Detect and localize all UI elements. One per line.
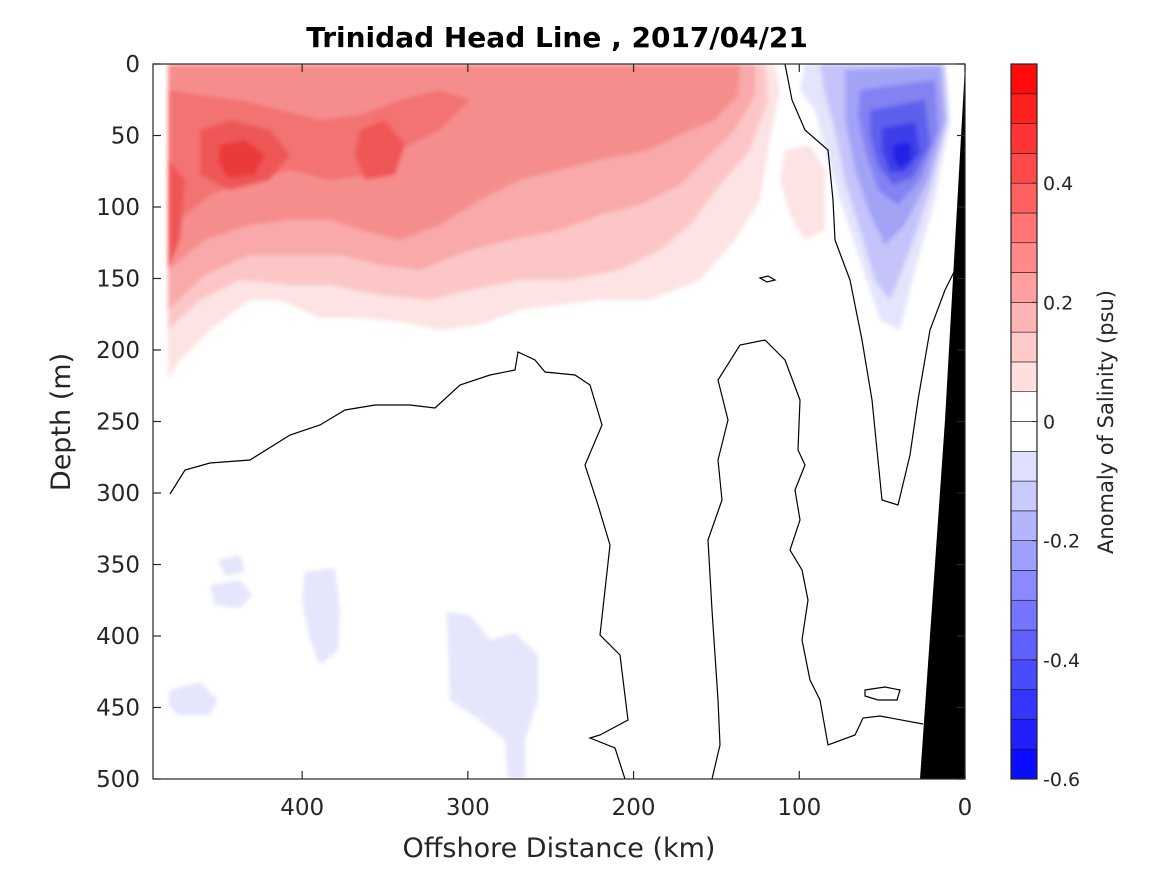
axis-ticks: 400 300 200 100 0 0 50 100 150 200 250 300 350 400 450…	[96, 52, 972, 821]
colorbar-band	[1010, 450, 1038, 482]
x-axis-label: Offshore Distance (km)	[403, 833, 716, 864]
colorbar-band	[1010, 93, 1038, 124]
x-tick-label: 100	[777, 795, 821, 821]
chart-title: Trinidad Head Line , 2017/04/21	[306, 21, 808, 54]
colorbar-band	[1010, 272, 1038, 303]
zero-contour-small-1	[758, 275, 777, 283]
colorbar-band	[1010, 629, 1038, 661]
colorbar-band	[1010, 302, 1038, 333]
colorbar-band	[1010, 63, 1038, 95]
positive-anomaly-region	[168, 64, 780, 380]
colorbar-band	[1010, 182, 1038, 214]
zero-contour-small-2	[864, 686, 901, 701]
x-tick-label: 0	[958, 795, 973, 821]
x-tick-label: 300	[446, 795, 490, 821]
deep-patch-1	[218, 555, 245, 576]
colorbar-band	[1010, 599, 1038, 631]
x-tick-label: 400	[280, 795, 324, 821]
colorbar-band	[1010, 212, 1038, 244]
colorbar-band	[1010, 391, 1038, 422]
y-tick-label: 300	[96, 481, 140, 507]
colorbar: 0.4 0.2 0 -0.2 -0.4 -0.6	[1010, 63, 1080, 791]
y-tick-label: 100	[96, 195, 140, 221]
zero-contours	[169, 64, 956, 779]
deep-patch-3	[302, 568, 340, 665]
negative-anomaly-core	[800, 64, 950, 330]
colorbar-band	[1010, 123, 1038, 154]
contour-fill-pos-patch	[780, 145, 825, 240]
colorbar-tick-label: -0.4	[1043, 650, 1080, 672]
colorbar-tick-label: -0.2	[1043, 531, 1080, 553]
colorbar-label: Anomaly of Salinity (psu)	[1094, 290, 1118, 554]
colorbar-tick-label: 0.4	[1043, 173, 1073, 195]
colorbar-band	[1010, 331, 1038, 363]
bathymetry	[920, 66, 965, 779]
y-tick-label: 150	[96, 267, 140, 293]
y-tick-label: 350	[96, 553, 140, 579]
colorbar-band	[1010, 421, 1038, 452]
y-axis-label: Depth (m)	[46, 353, 77, 491]
colorbar-band	[1010, 719, 1038, 750]
colorbar-band	[1010, 689, 1038, 720]
contour-fill-neg-7	[893, 142, 912, 168]
deep-patch-4	[447, 612, 538, 779]
colorbar-band	[1010, 540, 1038, 571]
contour-fill-pos-7	[218, 140, 265, 178]
deep-negative-patches	[168, 555, 538, 779]
y-tick-label: 500	[96, 767, 140, 793]
zero-contour-column	[707, 339, 924, 779]
colorbar-band	[1010, 153, 1038, 184]
y-tick-label: 450	[96, 696, 140, 722]
contour-fill-pos-4	[168, 64, 740, 270]
colorbar-band	[1010, 510, 1038, 541]
y-tick-label: 250	[96, 410, 140, 436]
zero-contour-main	[169, 351, 629, 779]
y-tick-label: 200	[96, 338, 140, 364]
y-tick-label: 50	[111, 124, 140, 150]
colorbar-band	[1010, 361, 1038, 393]
colorbar-band	[1010, 748, 1038, 780]
colorbar-band	[1010, 659, 1038, 690]
y-tick-label: 400	[96, 624, 140, 650]
y-tick-label: 0	[125, 52, 140, 78]
colorbar-band	[1010, 480, 1038, 512]
x-tick-label: 200	[612, 795, 656, 821]
deep-patch-5	[168, 682, 218, 715]
colorbar-band	[1010, 242, 1038, 273]
colorbar-tick-label: -0.6	[1043, 769, 1080, 791]
colorbar-tick-label: 0.2	[1043, 292, 1073, 314]
deep-patch-2	[210, 580, 252, 608]
colorbar-tick-label: 0	[1043, 412, 1055, 434]
colorbar-band	[1010, 570, 1038, 601]
zero-contour-nearshore	[784, 64, 956, 506]
plot-area	[153, 64, 965, 779]
